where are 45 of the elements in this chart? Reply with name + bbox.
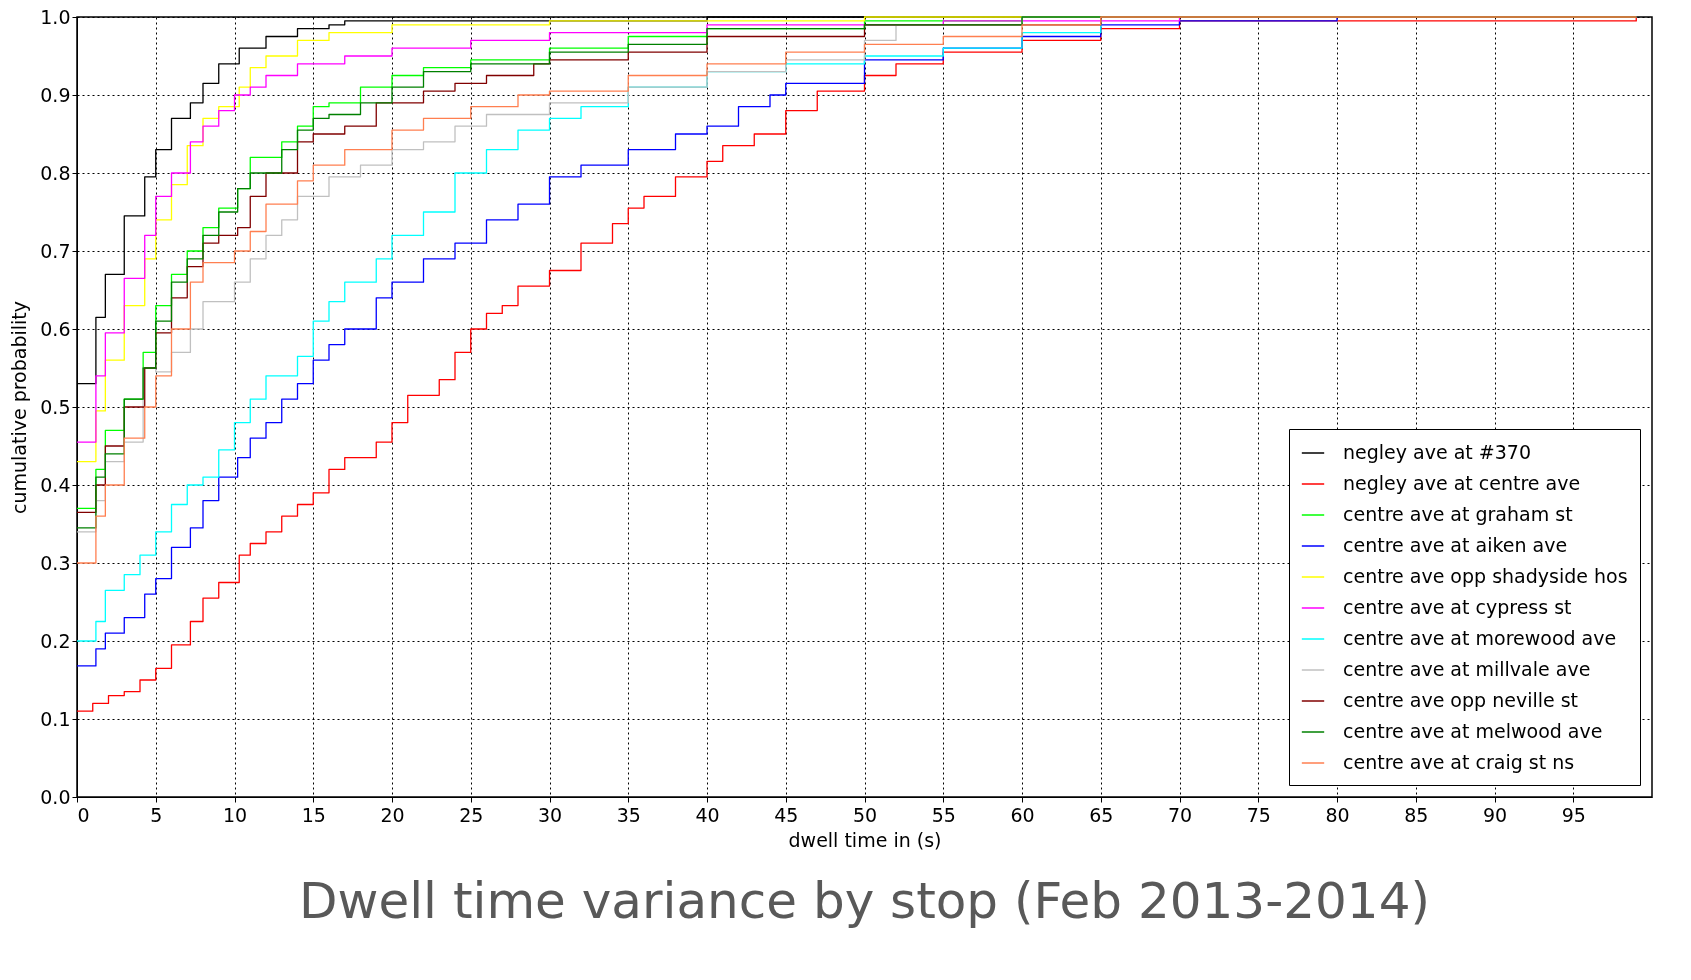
legend-label: centre ave at aiken ave (1343, 534, 1568, 556)
y-tick-label: 0.0 (40, 785, 71, 808)
x-tick-label: 80 (1325, 803, 1350, 826)
legend-label: centre ave at graham st (1343, 503, 1573, 525)
y-tick-label: 1.0 (40, 5, 71, 28)
x-tick-label: 50 (852, 803, 878, 826)
legend-label: centre ave at millvale ave (1343, 658, 1591, 680)
text: Dwell time variance by stop (Feb 2013-2014) (299, 872, 1430, 930)
x-tick-label: 20 (380, 803, 405, 826)
y-tick-label: 0.8 (40, 161, 71, 184)
x-tick-label: 55 (931, 803, 956, 826)
x-tick-label: 95 (1561, 803, 1586, 826)
x-tick-label: 0 (77, 803, 90, 826)
legend-label: centre ave opp neville st (1343, 689, 1579, 711)
x-tick-label: 40 (695, 803, 720, 826)
y-tick-label: 0.1 (40, 707, 71, 730)
x-tick-label: 75 (1246, 803, 1271, 826)
x-tick-label: 25 (459, 803, 484, 826)
x-tick-label: 15 (301, 803, 326, 826)
legend-label: centre ave at cypress st (1343, 596, 1572, 618)
x-tick-label: 65 (1089, 803, 1114, 826)
legend-label: centre ave at craig st ns (1343, 751, 1575, 773)
y-tick-label: 0.3 (40, 551, 71, 574)
x-tick-label: 60 (1010, 803, 1035, 826)
legend-label: centre ave at morewood ave (1343, 627, 1617, 649)
y-axis-title: cumulative probability (8, 300, 31, 515)
x-tick-label: 45 (774, 803, 799, 826)
y-tick-label: 0.9 (40, 83, 71, 106)
x-tick-label: 30 (537, 803, 563, 826)
x-axis-title: dwell time in (s) (788, 828, 942, 851)
legend-label: centre ave opp shadyside hos (1343, 565, 1628, 587)
x-tick-label: 5 (150, 803, 163, 826)
x-tick-label: 85 (1404, 803, 1429, 826)
legend-label: negley ave at centre ave (1343, 472, 1581, 494)
x-tick-label: 35 (616, 803, 641, 826)
legend-label: negley ave at #370 (1343, 441, 1531, 463)
y-tick-label: 0.4 (40, 473, 71, 496)
legend-label: centre ave at melwood ave (1343, 720, 1603, 742)
x-tick-label: 10 (222, 803, 248, 826)
y-tick-label: 0.6 (40, 317, 71, 340)
x-tick-label: 70 (1167, 803, 1193, 826)
y-tick-label: 0.2 (40, 629, 71, 652)
y-tick-label: 0.7 (40, 239, 71, 262)
y-tick-label: 0.5 (40, 395, 71, 418)
x-tick-label: 90 (1482, 803, 1508, 826)
